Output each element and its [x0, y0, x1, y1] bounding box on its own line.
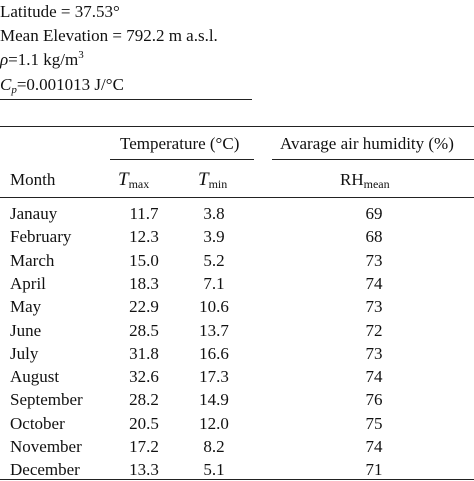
row-tmin-cell: 16.6 — [199, 344, 229, 363]
row-month-cell: September — [10, 390, 83, 409]
row-tmax-cell: 31.8 — [129, 344, 159, 363]
table-bottom-rule — [0, 479, 474, 480]
row-rh-cell: 69 — [365, 204, 383, 223]
month-column-header: Month — [10, 170, 56, 189]
row-rh-cell: 71 — [365, 460, 383, 479]
row-tmin-cell: 13.7 — [199, 321, 229, 340]
row-tmin-cell: 3.8 — [203, 204, 225, 223]
row-tmin-cell: 3.9 — [203, 227, 225, 246]
row-rh-cell: 76 — [365, 390, 383, 409]
row-tmax-cell: 20.5 — [129, 414, 159, 433]
table-top-rule — [0, 126, 474, 127]
rh-symbol: RH — [340, 170, 364, 189]
tmax-column-header: Tmax — [118, 169, 150, 191]
tmin-symbol: T — [198, 169, 209, 190]
row-rh-cell: 73 — [365, 251, 383, 270]
row-month-cell: March — [10, 251, 55, 270]
row-rh-cell: 75 — [365, 414, 383, 433]
latitude-text: Latitude = 37.53° — [0, 2, 120, 21]
row-tmin-cell: 7.1 — [203, 274, 225, 293]
row-tmax-cell: 13.3 — [129, 460, 159, 479]
row-month-cell: February — [10, 227, 72, 246]
row-tmin-cell: 5.2 — [203, 251, 225, 270]
tmin-subscript: min — [208, 177, 228, 191]
tmin-column-header: Tmin — [198, 169, 228, 191]
humidity-group-header: Avarage air humidity (%) — [280, 134, 454, 153]
rho-value: =1.1 kg/m — [8, 50, 79, 69]
row-month-cell: May — [10, 297, 42, 316]
cp-symbol: C — [0, 75, 12, 94]
row-tmin-cell: 10.6 — [199, 297, 229, 316]
cp-value: =0.001013 J/°C — [16, 75, 124, 94]
row-tmin-cell: 5.1 — [203, 460, 225, 479]
specific-heat-text: Cp=0.001013 J/°C — [0, 75, 124, 96]
tmax-symbol: T — [118, 169, 129, 190]
rho-exponent: 3 — [78, 49, 84, 61]
row-rh-cell: 74 — [365, 437, 383, 456]
humidity-group-rule — [272, 159, 474, 160]
row-tmin-cell: 14.9 — [199, 390, 229, 409]
row-tmax-cell: 12.3 — [129, 227, 159, 246]
row-tmin-cell: 8.2 — [203, 437, 225, 456]
row-tmax-cell: 18.3 — [129, 274, 159, 293]
row-tmax-cell: 11.7 — [129, 204, 159, 223]
temperature-group-rule — [110, 159, 254, 160]
row-tmax-cell: 28.5 — [129, 321, 159, 340]
header-divider — [0, 99, 252, 100]
row-month-cell: Janauy — [10, 204, 58, 223]
row-month-cell: November — [10, 437, 82, 456]
density-text: ρ=1.1 kg/m3 — [0, 50, 84, 70]
row-tmin-cell: 17.3 — [199, 367, 229, 386]
row-month-cell: April — [10, 274, 46, 293]
row-month-cell: June — [10, 321, 42, 340]
row-rh-cell: 68 — [365, 227, 383, 246]
row-tmin-cell: 12.0 — [199, 414, 229, 433]
rho-symbol: ρ — [0, 50, 9, 69]
cp-subscript: p — [11, 84, 17, 96]
row-rh-cell: 73 — [365, 344, 383, 363]
tmax-subscript: max — [128, 177, 150, 191]
row-month-cell: December — [10, 460, 80, 479]
row-month-cell: July — [10, 344, 39, 363]
row-tmax-cell: 22.9 — [129, 297, 159, 316]
row-month-cell: October — [10, 414, 65, 433]
row-rh-cell: 73 — [365, 297, 383, 316]
row-tmax-cell: 32.6 — [129, 367, 159, 386]
row-tmax-cell: 28.2 — [129, 390, 159, 409]
table-header-rule — [0, 197, 474, 198]
temperature-group-header: Temperature (°C) — [120, 134, 240, 153]
elevation-text: Mean Elevation = 792.2 m a.s.l. — [0, 26, 218, 45]
rh-subscript: mean — [363, 177, 390, 191]
row-tmax-cell: 15.0 — [129, 251, 159, 270]
row-month-cell: August — [10, 367, 60, 386]
row-rh-cell: 74 — [365, 367, 383, 386]
row-rh-cell: 74 — [365, 274, 383, 293]
row-rh-cell: 72 — [365, 321, 383, 340]
rh-column-header: RHmean — [340, 170, 390, 190]
row-tmax-cell: 17.2 — [129, 437, 159, 456]
